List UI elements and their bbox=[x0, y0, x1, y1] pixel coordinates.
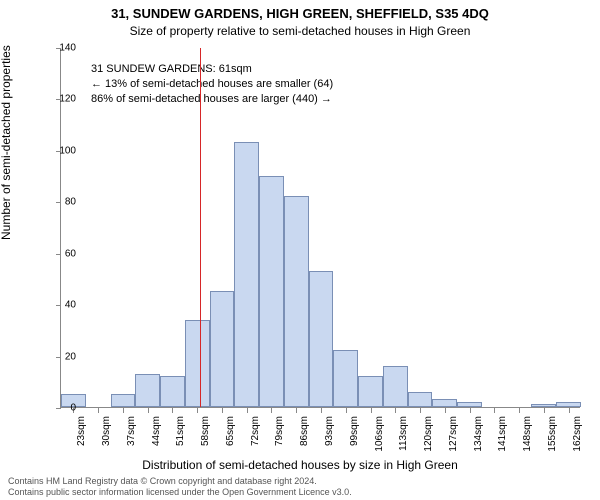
x-tick-mark bbox=[371, 408, 372, 413]
x-tick-label: 141sqm bbox=[497, 416, 508, 452]
x-tick-label: 155sqm bbox=[547, 416, 558, 452]
x-tick-label: 162sqm bbox=[572, 416, 583, 452]
x-tick-label: 58sqm bbox=[200, 416, 211, 446]
histogram-bar bbox=[135, 374, 160, 407]
x-tick-label: 51sqm bbox=[175, 416, 186, 446]
histogram-bar bbox=[432, 399, 457, 407]
annotation-box: 31 SUNDEW GARDENS: 61sqm ← 13% of semi-d… bbox=[91, 62, 333, 107]
x-tick-mark bbox=[420, 408, 421, 413]
x-tick-label: 106sqm bbox=[374, 416, 385, 452]
x-tick-label: 93sqm bbox=[324, 416, 335, 446]
x-tick-label: 30sqm bbox=[101, 416, 112, 446]
x-tick-label: 120sqm bbox=[423, 416, 434, 452]
histogram-bar bbox=[556, 402, 581, 407]
y-tick-label: 140 bbox=[46, 43, 76, 54]
x-axis-label: Distribution of semi-detached houses by … bbox=[0, 458, 600, 472]
histogram-bar bbox=[185, 320, 210, 407]
x-tick-label: 72sqm bbox=[250, 416, 261, 446]
x-tick-label: 127sqm bbox=[448, 416, 459, 452]
x-tick-label: 37sqm bbox=[126, 416, 137, 446]
histogram-bar bbox=[309, 271, 334, 407]
histogram-bar bbox=[408, 392, 433, 407]
x-tick-mark bbox=[544, 408, 545, 413]
x-tick-label: 44sqm bbox=[151, 416, 162, 446]
footnote: Contains HM Land Registry data © Crown c… bbox=[8, 476, 352, 498]
x-tick-label: 86sqm bbox=[299, 416, 310, 446]
x-tick-label: 134sqm bbox=[473, 416, 484, 452]
y-tick-label: 0 bbox=[46, 403, 76, 414]
footnote-line1: Contains HM Land Registry data © Crown c… bbox=[8, 476, 352, 487]
x-tick-mark bbox=[148, 408, 149, 413]
histogram-bar bbox=[457, 402, 482, 407]
histogram-bar bbox=[234, 142, 259, 407]
x-tick-mark bbox=[98, 408, 99, 413]
x-tick-label: 99sqm bbox=[349, 416, 360, 446]
y-tick-label: 80 bbox=[46, 197, 76, 208]
footnote-line2: Contains public sector information licen… bbox=[8, 487, 352, 498]
reference-line bbox=[200, 48, 201, 407]
chart-title: 31, SUNDEW GARDENS, HIGH GREEN, SHEFFIEL… bbox=[0, 6, 600, 21]
x-tick-mark bbox=[172, 408, 173, 413]
x-tick-mark bbox=[296, 408, 297, 413]
chart-subtitle: Size of property relative to semi-detach… bbox=[0, 24, 600, 38]
x-tick-mark bbox=[470, 408, 471, 413]
x-tick-label: 148sqm bbox=[522, 416, 533, 452]
x-tick-label: 65sqm bbox=[225, 416, 236, 446]
histogram-bar bbox=[259, 176, 284, 407]
histogram-bar bbox=[333, 350, 358, 407]
y-tick-label: 40 bbox=[46, 300, 76, 311]
x-tick-label: 113sqm bbox=[398, 416, 409, 451]
x-tick-mark bbox=[321, 408, 322, 413]
annotation-line2: ← 13% of semi-detached houses are smalle… bbox=[91, 77, 333, 92]
histogram-bar bbox=[284, 196, 309, 407]
histogram-bar bbox=[358, 376, 383, 407]
x-tick-mark bbox=[247, 408, 248, 413]
x-tick-label: 79sqm bbox=[274, 416, 285, 446]
x-tick-mark bbox=[271, 408, 272, 413]
x-tick-mark bbox=[569, 408, 570, 413]
x-tick-label: 23sqm bbox=[76, 416, 87, 446]
histogram-bar bbox=[160, 376, 185, 407]
x-tick-mark bbox=[519, 408, 520, 413]
x-tick-mark bbox=[395, 408, 396, 413]
y-tick-label: 120 bbox=[46, 94, 76, 105]
histogram-bar bbox=[383, 366, 408, 407]
histogram-bar bbox=[210, 291, 235, 407]
x-tick-mark bbox=[494, 408, 495, 413]
x-tick-mark bbox=[197, 408, 198, 413]
x-tick-mark bbox=[222, 408, 223, 413]
histogram-bar bbox=[111, 394, 136, 407]
x-tick-mark bbox=[445, 408, 446, 413]
y-tick-label: 20 bbox=[46, 351, 76, 362]
x-tick-mark bbox=[346, 408, 347, 413]
plot-area: 31 SUNDEW GARDENS: 61sqm ← 13% of semi-d… bbox=[60, 48, 580, 408]
annotation-line3: 86% of semi-detached houses are larger (… bbox=[91, 92, 333, 107]
x-tick-mark bbox=[123, 408, 124, 413]
y-tick-label: 100 bbox=[46, 145, 76, 156]
y-tick-label: 60 bbox=[46, 248, 76, 259]
histogram-bar bbox=[531, 404, 556, 407]
y-axis-label: Number of semi-detached properties bbox=[0, 45, 13, 240]
annotation-line1: 31 SUNDEW GARDENS: 61sqm bbox=[91, 62, 333, 77]
